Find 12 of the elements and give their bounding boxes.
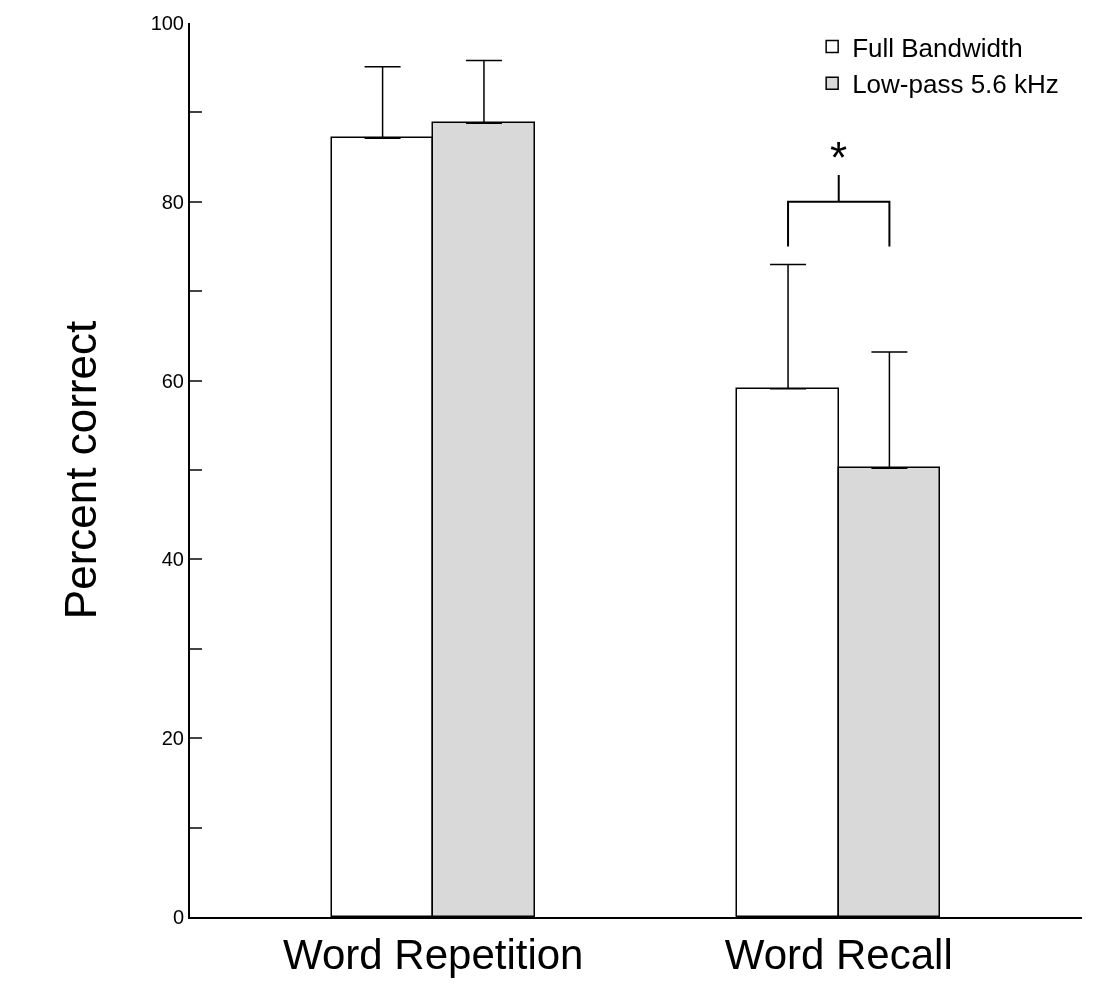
y-tick-label: 0 [172,906,184,928]
y-axis-title: Percent correct [56,320,106,620]
y-tick-label: 100 [150,12,184,34]
legend-label: Full Bandwidth [852,32,1023,63]
x-tick-label: Word Recall [724,931,953,979]
legend-label: Low-pass 5.6 kHz [852,69,1059,100]
y-tick-label: 40 [161,548,184,571]
annotation: * [830,133,848,182]
x-tick-label: Word Repetition [283,931,584,979]
y-tick-label: 80 [161,190,184,213]
y-tick-label: 60 [161,369,184,392]
y-tick-label: 20 [161,727,184,750]
